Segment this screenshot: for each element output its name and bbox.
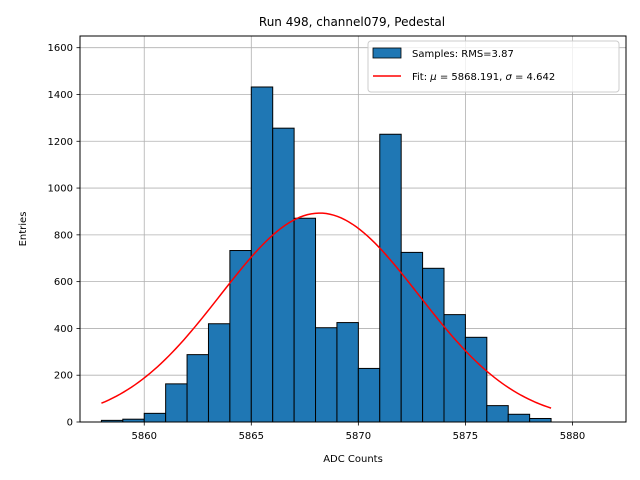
legend-samples-swatch (372, 47, 402, 59)
y-tick-label: 1600 (48, 43, 73, 54)
histogram-bar (272, 127, 295, 423)
y-axis-ticks: 0 200 400 600 800 1000 1200 1400 1600 (48, 43, 80, 429)
fit-curve (101, 212, 552, 409)
y-tick-label: 600 (54, 277, 73, 288)
x-tick-label: 5860 (132, 431, 157, 442)
y-axis-label: Entries (18, 212, 29, 247)
y-tick-label: 200 (54, 371, 73, 382)
axes-frame (79, 35, 627, 423)
legend-sigma-symbol: σ (505, 72, 512, 83)
histogram-bar (229, 250, 252, 423)
histogram-bar (486, 405, 509, 423)
histogram-bar (207, 323, 231, 423)
histogram-bars (100, 86, 552, 423)
legend-mu-value: = 5868.191, (437, 72, 506, 83)
histogram-bar (529, 417, 552, 423)
histogram-bar (165, 383, 188, 423)
histogram-bar (315, 327, 338, 423)
y-tick-label: 0 (67, 418, 73, 429)
y-tick-label: 1000 (48, 184, 73, 195)
legend: Samples: RMS=3.87 Fit: μ = 5868.191, σ =… (367, 40, 620, 93)
histogram-bar (143, 412, 167, 423)
y-tick-label: 1400 (48, 90, 73, 101)
legend-box (367, 40, 620, 93)
histogram-bar (357, 367, 381, 423)
x-tick-label: 5870 (346, 431, 371, 442)
x-tick-label: 5875 (453, 431, 478, 442)
legend-fit-prefix: Fit: (412, 72, 430, 83)
y-tick-label: 400 (54, 324, 73, 335)
x-axis-label: ADC Counts (323, 454, 383, 465)
histogram-bar (379, 133, 402, 423)
legend-mu-symbol: μ (429, 72, 436, 83)
histogram-bar (507, 413, 531, 423)
y-tick-label: 1200 (48, 137, 73, 148)
y-tick-label: 800 (54, 230, 73, 241)
chart-title: Run 498, channel079, Pedestal (259, 15, 445, 29)
histogram-bar (293, 217, 317, 423)
histogram-bar (336, 322, 359, 423)
histogram-bar (422, 267, 445, 423)
x-tick-label: 5880 (560, 431, 585, 442)
legend-fit-label: Fit: μ = 5868.191, σ = 4.642 (412, 72, 555, 83)
histogram-bar (186, 354, 209, 423)
legend-sigma-value: = 4.642 (512, 72, 555, 83)
legend-samples-label: Samples: RMS=3.87 (412, 49, 514, 60)
histogram-bar (464, 336, 488, 423)
x-axis-ticks: 5860 5865 5870 5875 5880 (132, 422, 585, 442)
x-tick-label: 5865 (239, 431, 264, 442)
